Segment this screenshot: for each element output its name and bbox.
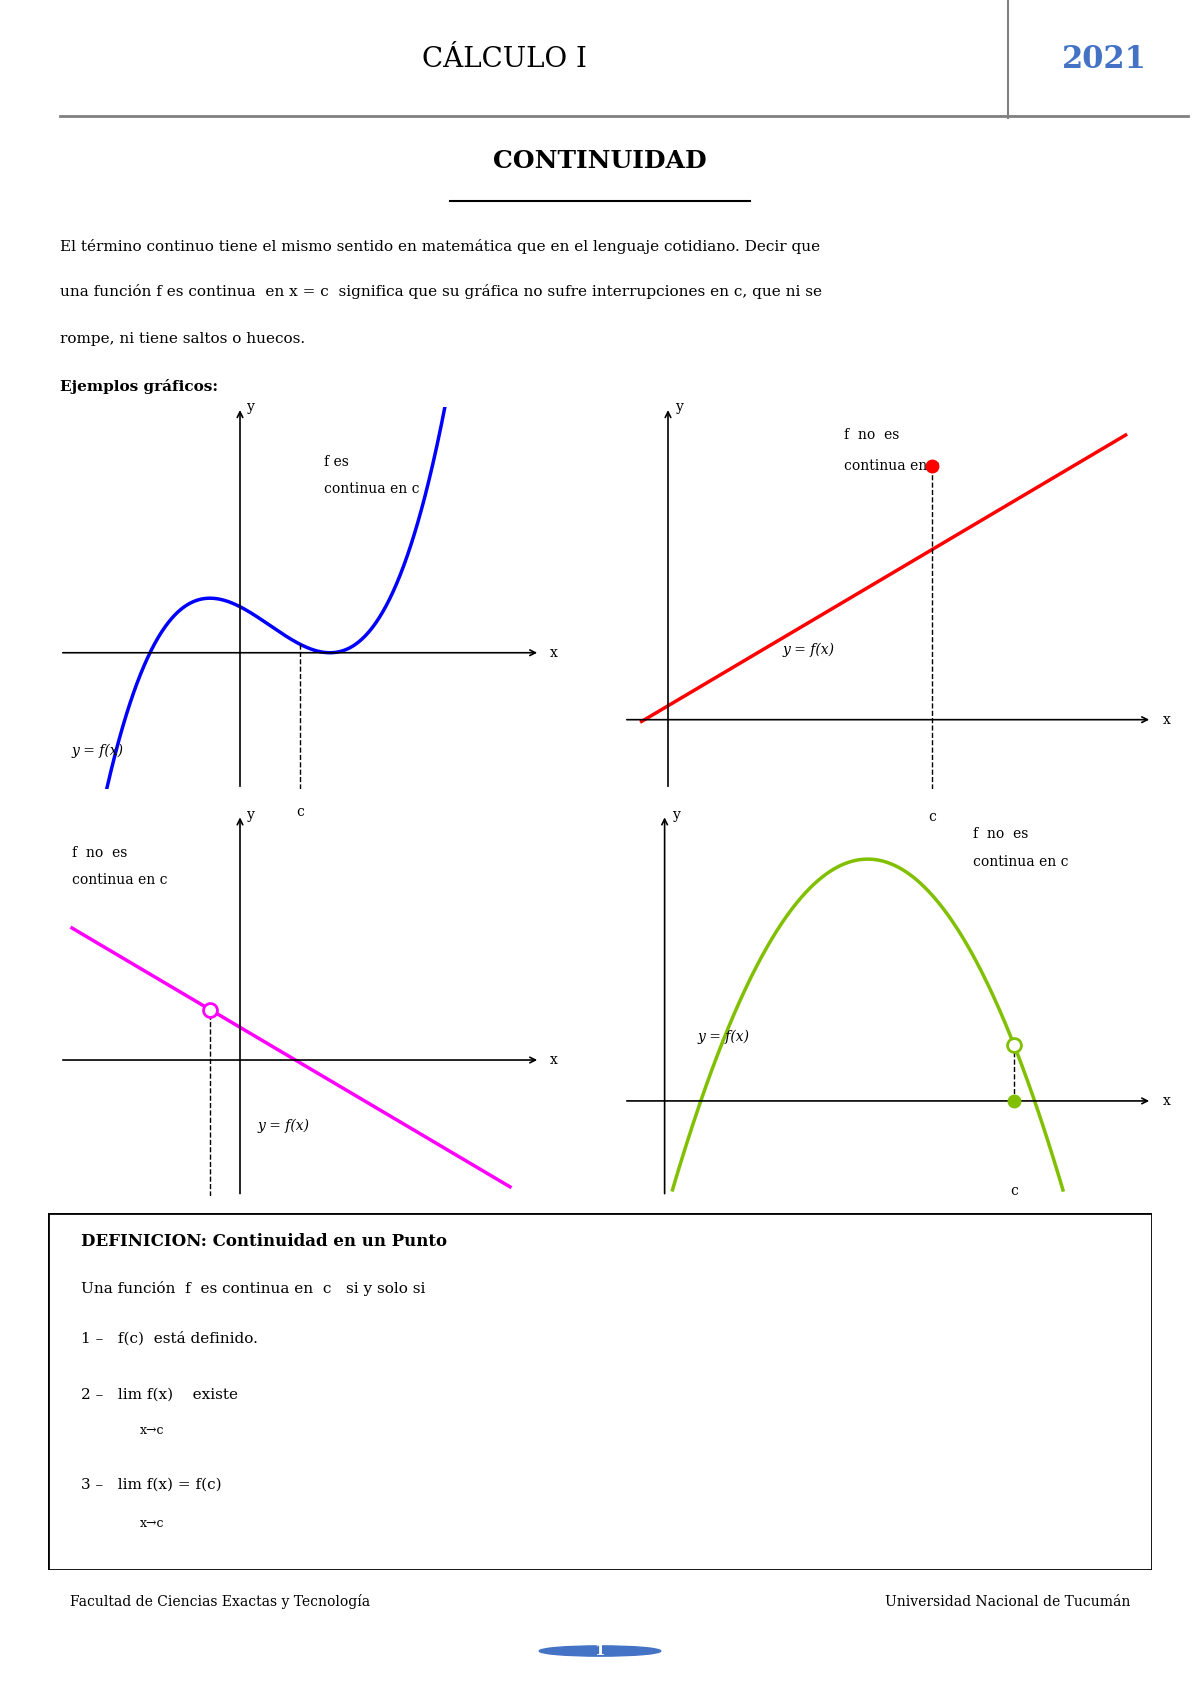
Text: x: x — [550, 1054, 558, 1067]
Text: y = f(x): y = f(x) — [258, 1118, 310, 1132]
Text: DEFINICION: Continuidad en un Punto: DEFINICION: Continuidad en un Punto — [82, 1234, 448, 1251]
Text: f es: f es — [324, 455, 349, 468]
Text: y = f(x): y = f(x) — [697, 1030, 749, 1044]
Text: 3 –   lim f(x) = f(c): 3 – lim f(x) = f(c) — [82, 1476, 222, 1492]
Text: 2021: 2021 — [1062, 44, 1146, 75]
Text: y: y — [247, 400, 256, 414]
Text: 2 –   lim f(x)    existe: 2 – lim f(x) existe — [82, 1388, 238, 1402]
Text: x→c: x→c — [139, 1424, 164, 1437]
Text: 1: 1 — [595, 1644, 605, 1658]
Text: c: c — [928, 809, 936, 825]
Text: y: y — [247, 808, 256, 821]
Circle shape — [539, 1646, 661, 1656]
Text: f  no  es: f no es — [844, 428, 899, 441]
Text: 1 –   f(c)  está definido.: 1 – f(c) está definido. — [82, 1330, 258, 1346]
Text: continua en c: continua en c — [973, 855, 1069, 869]
Text: Universidad Nacional de Tucumán: Universidad Nacional de Tucumán — [884, 1595, 1130, 1609]
Text: c: c — [1010, 1185, 1018, 1198]
Text: y = f(x): y = f(x) — [72, 743, 124, 759]
Text: continua en c: continua en c — [324, 482, 420, 496]
Text: una función f es continua  en x = c  significa que su gráfica no sufre interrupc: una función f es continua en x = c signi… — [60, 285, 822, 299]
Text: x→c: x→c — [139, 1517, 164, 1531]
Text: El término continuo tiene el mismo sentido en matemática que en el lenguaje coti: El término continuo tiene el mismo senti… — [60, 239, 820, 253]
Text: CONTINUIDAD: CONTINUIDAD — [493, 149, 707, 173]
Text: x: x — [550, 647, 558, 660]
Text: Ejemplos gráficos:: Ejemplos gráficos: — [60, 380, 218, 394]
Text: CÁLCULO I: CÁLCULO I — [421, 46, 587, 73]
Text: c: c — [206, 1213, 214, 1227]
Text: c: c — [296, 806, 304, 820]
Text: f  no  es: f no es — [72, 845, 127, 860]
Text: y: y — [676, 400, 684, 414]
Text: y: y — [672, 808, 680, 821]
Text: x: x — [1163, 713, 1170, 726]
Text: rompe, ni tiene saltos o huecos.: rompe, ni tiene saltos o huecos. — [60, 333, 305, 346]
Text: continua en c: continua en c — [844, 460, 940, 473]
Text: f  no  es: f no es — [973, 826, 1028, 840]
Text: Una función  f  es continua en  c   si y solo si: Una función f es continua en c si y solo… — [82, 1281, 426, 1297]
Text: y = f(x): y = f(x) — [782, 643, 834, 657]
Text: Facultad de Ciencias Exactas y Tecnología: Facultad de Ciencias Exactas y Tecnologí… — [70, 1593, 371, 1609]
Text: x: x — [1163, 1095, 1170, 1108]
Text: continua en c: continua en c — [72, 872, 168, 888]
